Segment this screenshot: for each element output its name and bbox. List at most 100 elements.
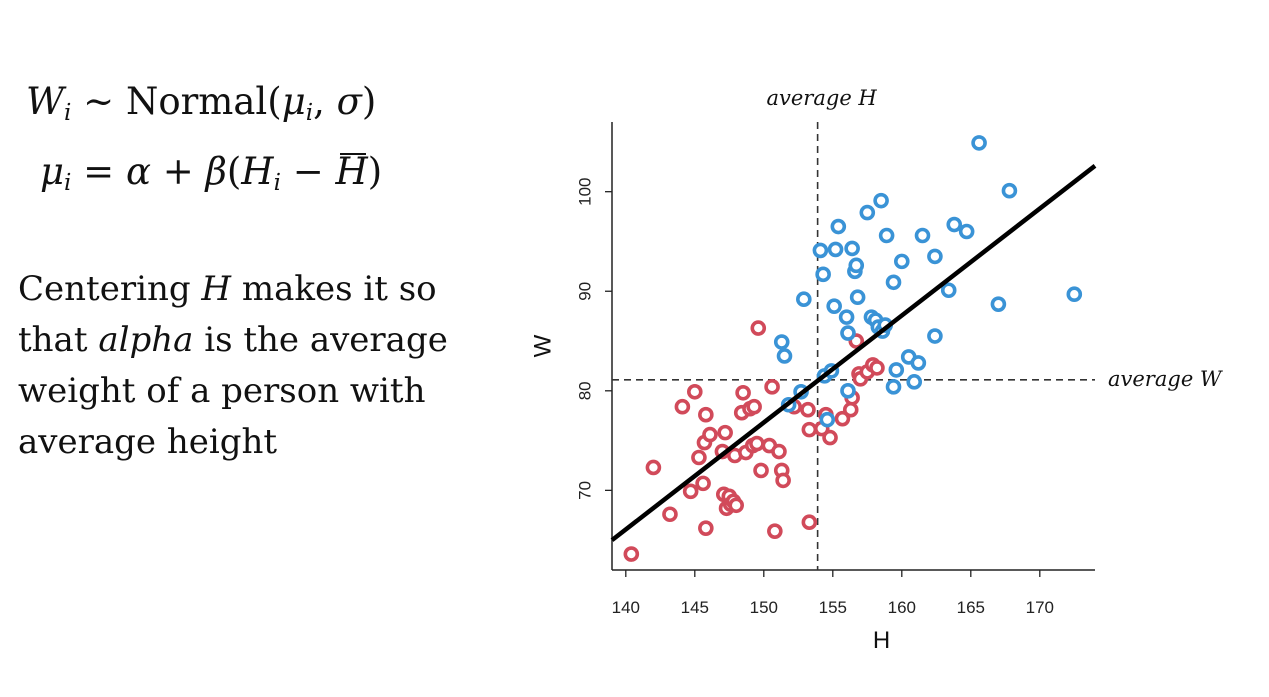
x-tick-label: 140 [612,598,640,617]
eq-mu-subscript: i [305,100,314,126]
blue-point [958,223,975,240]
eq2-plus: + [150,150,206,193]
linear-model-equation: μi = α + β(Hi − H) [40,153,382,195]
red-point [753,462,769,479]
red-point [834,410,851,427]
red-point [775,472,791,489]
red-point [771,443,787,460]
blue-point [927,328,943,344]
blue-point [773,334,790,350]
blue-point [906,374,923,390]
red-point [623,546,640,562]
red-point [801,421,818,438]
blue-point [796,291,812,308]
y-tick-label: 100 [576,178,595,206]
eq2-mu-symbol: μ [40,150,65,193]
y-tick-label: 90 [576,282,595,301]
red-point [717,424,733,441]
red-point [698,520,714,536]
eq2-close-paren: ) [367,150,383,193]
eq2-h-symbol: H [241,150,274,193]
blue-point [927,248,943,265]
blue-point [990,296,1007,312]
desc-part3: is the average weight of a person with a… [18,320,448,462]
blue-point [1066,286,1083,303]
blue-point [838,309,855,325]
blue-point [840,325,856,341]
red-point [735,384,751,401]
y-tick-label: 80 [576,381,595,400]
eq2-minus: − [280,150,336,193]
eq2-open-paren: ( [226,150,242,193]
eq2-mu-subscript: i [64,170,72,196]
blue-point [914,227,931,244]
blue-point [893,253,910,270]
blue-point [849,289,866,306]
blue-point [776,348,793,364]
red-point [645,459,662,476]
red-point [822,429,838,446]
eq2-beta: β [205,150,227,193]
explanation-text: Centering H makes it so that alpha is th… [18,264,458,468]
eq-comma: , [313,80,337,123]
average-w-label: average W [1108,367,1224,391]
x-tick-label: 165 [957,598,985,617]
blue-point [859,204,876,221]
red-point [728,497,745,514]
red-point [691,449,707,466]
red-point [749,435,765,452]
eq2-h-bar: H [335,150,368,193]
blue-point [873,192,889,209]
blue-point [819,411,836,428]
blue-point [827,241,844,258]
red-point [695,475,711,492]
blue-point [844,240,860,257]
eq-sigma-symbol: σ [336,80,362,123]
x-tick-label: 160 [888,598,916,617]
red-point [842,401,859,418]
y-tick-label: 70 [576,481,595,500]
eq-normal: Normal( [125,80,282,123]
blue-point [815,266,831,283]
blue-point [878,227,895,244]
red-point [746,398,762,415]
blue-point [812,242,829,259]
blue-point [888,362,905,378]
x-tick-label: 170 [1026,598,1054,617]
eq2-h-subscript: i [273,170,281,196]
regression-line [610,164,1097,542]
red-point [682,483,699,500]
model-likelihood-equation: Wi ~ Normal(μi, σ) [26,83,376,125]
eq-close-paren: ) [361,80,377,123]
eq-w-symbol: W [26,80,65,123]
desc-part2: makes it so that [18,269,437,360]
red-point [801,514,818,531]
blue-point [885,379,902,395]
eq-w-subscript: i [64,100,72,126]
blue-point [826,298,842,314]
eq-mu-symbol: μ [281,80,306,123]
blue-point [940,282,957,299]
eq2-equals: = [71,150,126,193]
blue-point [840,382,856,399]
red-point [686,383,703,400]
red-point [662,506,678,523]
red-point [764,379,780,395]
average-h-label: average H [767,86,878,110]
red-point [750,320,767,336]
eq-tilde: ~ [83,80,115,123]
desc-em-h: H [201,269,232,309]
blue-point [848,257,865,274]
red-point [767,523,783,539]
red-point [698,406,714,423]
eq2-alpha: α [125,150,151,193]
x-tick-label: 145 [681,598,709,617]
axis-ticks: 140 145 150 155 160 165 170 70 80 90 100 [576,178,1054,617]
data-points [623,135,1083,562]
red-point [800,401,816,418]
blue-point [830,218,847,235]
red-point [869,360,885,376]
x-tick-label: 155 [819,598,847,617]
red-point [702,426,718,443]
